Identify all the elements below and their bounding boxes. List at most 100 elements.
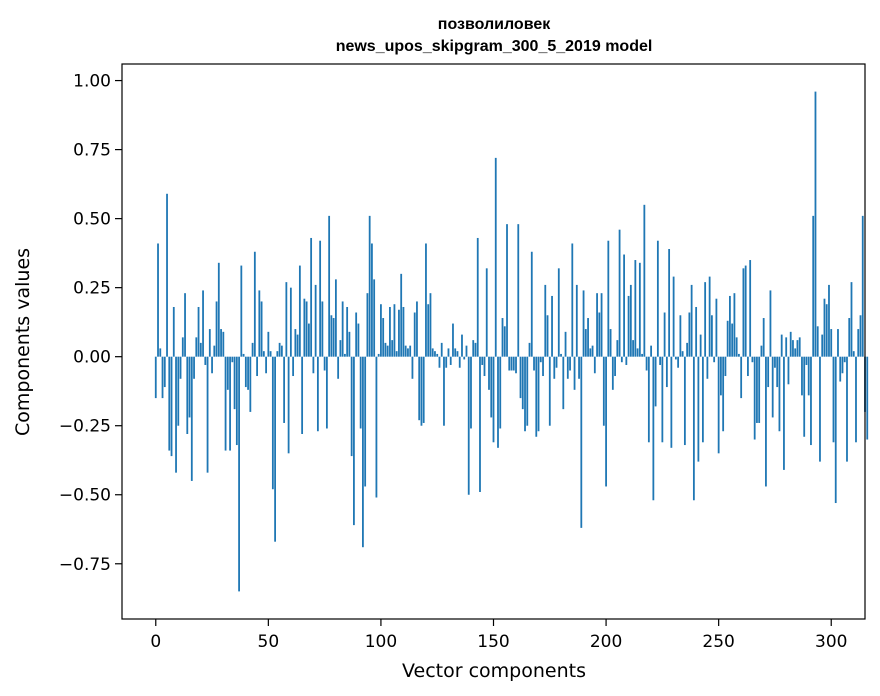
- bar-290: [807, 356, 810, 396]
- bar-280: [785, 337, 788, 357]
- bar-255: [729, 295, 731, 357]
- bar-77: [328, 215, 331, 357]
- bar-208: [623, 254, 625, 357]
- bar-89: [355, 312, 358, 357]
- bar-177: [553, 356, 556, 379]
- bar-76: [325, 356, 328, 429]
- bar-272: [767, 356, 770, 388]
- bar-265: [751, 356, 754, 363]
- bar-41: [247, 356, 249, 390]
- bar-43: [251, 342, 254, 357]
- bar-74: [321, 301, 324, 357]
- bar-35: [233, 356, 236, 410]
- bar-29: [220, 329, 222, 357]
- bar-122: [429, 293, 432, 357]
- bar-13: [184, 293, 186, 357]
- bar-293: [814, 91, 817, 357]
- bar-142: [474, 342, 477, 357]
- bar-158: [510, 356, 513, 371]
- chart-title-line2: news_upos_skipgram_300_5_2019 model: [336, 38, 653, 55]
- bar-57: [283, 356, 286, 423]
- bar-70: [312, 356, 315, 374]
- bar-286: [798, 337, 801, 357]
- bar-136: [461, 334, 463, 357]
- bar-309: [850, 282, 853, 357]
- bar-213: [634, 260, 637, 357]
- bar-37: [238, 356, 240, 592]
- bar-222: [654, 356, 657, 407]
- bar-307: [846, 356, 848, 462]
- bar-45: [256, 356, 258, 377]
- bar-248: [713, 356, 716, 363]
- bar-236: [686, 342, 689, 357]
- bar-195: [593, 356, 596, 374]
- bar-234: [681, 351, 684, 357]
- bar-243: [701, 356, 704, 443]
- bar-100: [380, 304, 382, 357]
- bar-34: [231, 356, 234, 363]
- bar-201: [607, 240, 610, 357]
- bar-59: [287, 356, 290, 454]
- bar-294: [816, 326, 819, 357]
- bar-107: [395, 351, 398, 357]
- bar-226: [663, 312, 666, 357]
- bar-172: [542, 356, 544, 377]
- bar-175: [548, 356, 551, 426]
- y-tick-label: −0.25: [59, 417, 111, 437]
- bar-124: [434, 351, 436, 357]
- bar-264: [749, 260, 752, 357]
- bar-32: [226, 356, 229, 390]
- bar-256: [731, 323, 734, 357]
- bar-314: [861, 215, 864, 357]
- x-tick-label: 300: [815, 632, 847, 652]
- bar-287: [801, 356, 803, 396]
- bar-246: [708, 276, 711, 357]
- bar-71: [314, 284, 317, 357]
- bar-135: [458, 356, 461, 368]
- bar-207: [620, 356, 623, 363]
- bar-101: [382, 318, 385, 357]
- bar-155: [503, 326, 506, 357]
- bar-298: [825, 304, 828, 357]
- bar-233: [679, 315, 682, 357]
- bar-250: [717, 356, 720, 454]
- bar-183: [566, 356, 569, 379]
- bar-14: [186, 356, 189, 434]
- bar-83: [341, 301, 344, 357]
- bar-26: [213, 345, 216, 357]
- bar-244: [704, 282, 707, 357]
- bar-166: [528, 342, 531, 357]
- bar-110: [402, 306, 405, 357]
- bar-187: [575, 284, 578, 357]
- bar-271: [765, 356, 767, 487]
- bar-181: [562, 356, 565, 410]
- bar-203: [611, 356, 614, 390]
- bar-217: [643, 204, 646, 357]
- bar-51: [269, 351, 272, 357]
- bar-40: [244, 356, 247, 388]
- bar-119: [422, 356, 425, 423]
- y-tick-label: 0.75: [73, 141, 111, 161]
- bar-86: [348, 331, 351, 357]
- bar-15: [188, 356, 191, 418]
- bar-261: [742, 268, 745, 357]
- bar-259: [738, 353, 740, 357]
- bar-97: [373, 279, 376, 357]
- bar-113: [409, 345, 412, 357]
- bar-92: [362, 356, 364, 548]
- bar-55: [278, 342, 281, 357]
- bar-304: [839, 356, 842, 382]
- bar-109: [400, 273, 403, 357]
- bar-282: [789, 331, 792, 357]
- bar-115: [413, 312, 416, 357]
- bar-137: [463, 356, 466, 360]
- bar-94: [366, 293, 369, 357]
- bar-232: [677, 356, 680, 368]
- bar-263: [747, 356, 749, 377]
- bar-131: [449, 356, 452, 365]
- bar-253: [724, 356, 727, 377]
- bar-274: [771, 356, 774, 418]
- x-tick-label: 200: [590, 632, 622, 652]
- bar-186: [573, 356, 576, 390]
